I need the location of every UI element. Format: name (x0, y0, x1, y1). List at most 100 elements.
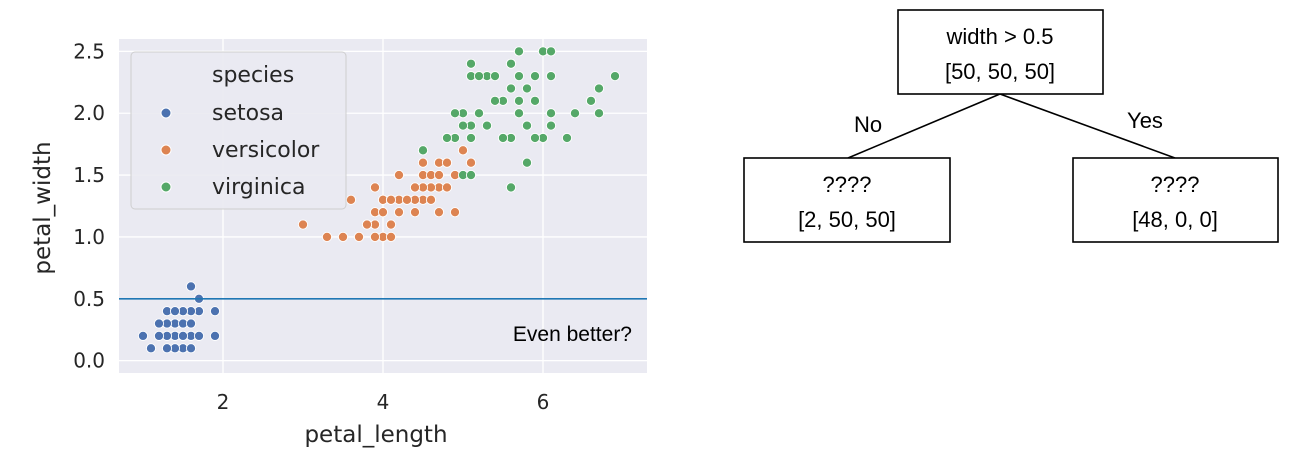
point-versicolor (337, 231, 349, 242)
point-virginica (593, 108, 605, 119)
point-versicolor (417, 157, 429, 168)
point-virginica (465, 170, 477, 181)
threshold-annotation: Even better? (513, 323, 632, 346)
scatter-plot: 2 4 6 0.0 0.5 1.0 1.5 2.0 2.5 petal_length petal… (30, 39, 647, 448)
right-node: ???? [48, 0, 0] (1072, 157, 1279, 243)
legend: species setosa versicolor virginica (130, 51, 347, 210)
point-versicolor (361, 219, 373, 230)
point-virginica (545, 120, 557, 131)
point-virginica (513, 46, 525, 57)
y-tick-label: 0.0 (73, 349, 105, 373)
point-virginica (521, 120, 533, 131)
left-node: ???? [2, 50, 50] (743, 157, 951, 243)
left-node-counts: [2, 50, 50] (798, 207, 896, 232)
point-virginica (521, 83, 533, 94)
point-versicolor (385, 231, 397, 242)
point-virginica (457, 120, 469, 131)
point-virginica (465, 58, 477, 69)
point-virginica (505, 83, 517, 94)
y-tick-label: 2.0 (73, 101, 105, 125)
point-versicolor (433, 207, 445, 218)
point-virginica (505, 58, 517, 69)
point-setosa (209, 306, 221, 317)
point-virginica (545, 108, 557, 119)
point-setosa (209, 330, 221, 341)
legend-marker-setosa (160, 107, 172, 119)
point-versicolor (369, 231, 381, 242)
x-axis-title: petal_length (304, 422, 447, 448)
point-virginica (561, 132, 573, 144)
y-tick-label: 2.5 (73, 39, 105, 63)
y-tick-label: 0.5 (73, 287, 105, 311)
right-node-counts: [48, 0, 0] (1132, 207, 1218, 232)
point-virginica (481, 120, 493, 131)
point-versicolor (353, 231, 365, 242)
edge-yes (999, 93, 1176, 159)
point-virginica (505, 182, 517, 193)
point-virginica (569, 108, 581, 119)
point-versicolor (433, 170, 445, 181)
point-setosa (145, 343, 157, 354)
point-setosa (193, 330, 205, 341)
point-virginica (609, 71, 621, 82)
point-versicolor (321, 231, 333, 242)
x-tick-label: 2 (217, 390, 230, 414)
point-virginica (497, 132, 509, 144)
point-setosa (185, 343, 197, 354)
left-node-condition: ???? (823, 172, 872, 197)
legend-box (130, 51, 347, 210)
edge-label-no: No (854, 112, 882, 137)
legend-label-versicolor: versicolor (212, 138, 320, 163)
point-versicolor (385, 219, 397, 230)
point-setosa (161, 343, 173, 354)
point-versicolor (377, 207, 389, 218)
point-versicolor (441, 182, 453, 193)
point-virginica (489, 71, 501, 82)
legend-title: species (212, 63, 294, 88)
point-virginica (513, 95, 525, 106)
point-versicolor (465, 157, 477, 168)
point-virginica (449, 108, 461, 119)
point-virginica (441, 132, 453, 144)
root-node-box (897, 9, 1104, 95)
point-versicolor (369, 182, 381, 193)
y-tick-label: 1.0 (73, 225, 105, 249)
point-virginica (417, 145, 429, 156)
root-node-counts: [50, 50, 50] (945, 59, 1055, 84)
point-versicolor (409, 207, 421, 218)
edge-label-yes: Yes (1127, 108, 1163, 133)
left-node-box (743, 157, 951, 243)
point-versicolor (409, 182, 421, 193)
tick-labels: 2 4 6 0.0 0.5 1.0 1.5 2.0 2.5 (73, 39, 549, 414)
point-versicolor (441, 157, 453, 168)
point-virginica (545, 71, 557, 82)
point-setosa (153, 318, 165, 329)
point-virginica (529, 132, 541, 144)
point-virginica (473, 108, 485, 119)
decision-tree: No Yes width > 0.5 [50, 50, 50] ???? [2,… (743, 9, 1279, 243)
point-setosa (137, 330, 149, 341)
root-node: width > 0.5 [50, 50, 50] (897, 9, 1104, 95)
y-axis-title: petal_width (30, 141, 56, 274)
point-virginica (585, 95, 597, 106)
point-virginica (545, 46, 557, 57)
x-tick-label: 6 (537, 390, 550, 414)
data-points (137, 46, 621, 354)
point-virginica (489, 95, 501, 106)
point-virginica (529, 95, 541, 106)
right-node-condition: ???? (1151, 172, 1200, 197)
root-node-condition: width > 0.5 (945, 24, 1053, 49)
point-versicolor (449, 207, 461, 218)
legend-label-virginica: virginica (212, 175, 306, 200)
point-versicolor (457, 145, 469, 156)
edge-no (847, 93, 1001, 159)
x-tick-label: 4 (377, 390, 390, 414)
legend-label-setosa: setosa (212, 101, 284, 126)
point-virginica (529, 71, 541, 82)
point-setosa (185, 281, 197, 292)
point-virginica (513, 108, 525, 119)
legend-marker-versicolor (160, 144, 172, 156)
point-setosa (169, 306, 181, 317)
point-versicolor (401, 194, 413, 205)
